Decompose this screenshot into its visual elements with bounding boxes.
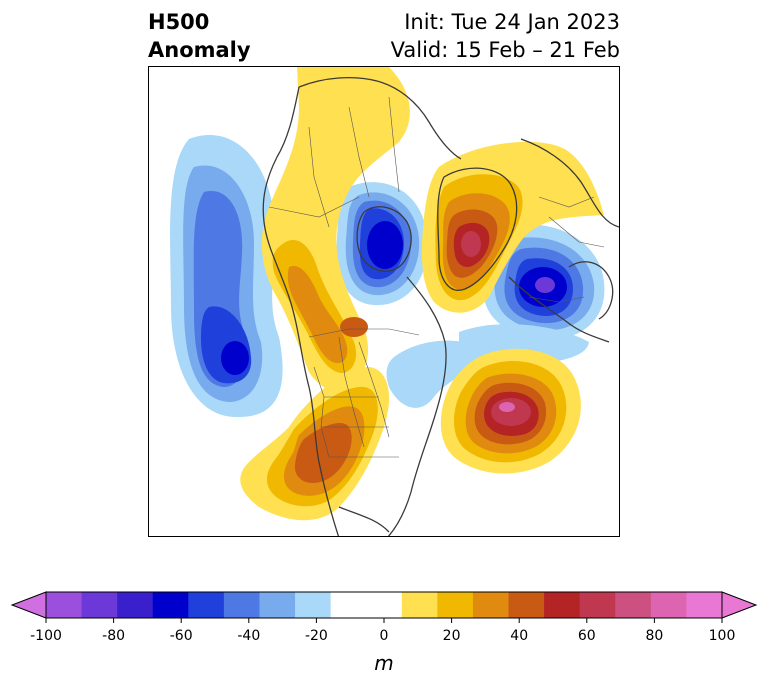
colorbar-tick-label: 60	[578, 628, 596, 644]
colorbar-swatch	[81, 592, 118, 618]
colorbar-swatch	[401, 592, 438, 618]
colorbar-swatch	[295, 592, 332, 618]
colorbar-swatch	[650, 592, 687, 618]
init-time: Init: Tue 24 Jan 2023	[404, 10, 620, 34]
colorbar-unit-label: m	[374, 651, 393, 675]
colorbar-swatch	[188, 592, 225, 618]
anomaly-map	[148, 66, 620, 537]
colorbar: -100 -80 -60 -40 -20 0 20 40 60 80 100 m	[0, 580, 768, 680]
positive-anomalies	[240, 67, 604, 521]
negative-anomalies	[170, 135, 605, 418]
field-title: Anomaly	[148, 38, 251, 62]
colorbar-tick-label: -60	[170, 628, 193, 644]
colorbar-tick-label: 80	[645, 628, 663, 644]
colorbar-swatch	[615, 592, 652, 618]
colorbar-swatch	[544, 592, 581, 618]
map-svg	[170, 67, 619, 536]
colorbar-swatch	[579, 592, 616, 618]
variable-title: H500	[148, 10, 210, 34]
colorbar-swatch	[117, 592, 154, 618]
title-left: H500 Anomaly	[148, 8, 251, 64]
colorbar-swatch	[223, 592, 260, 618]
colorbar-tick-label: -20	[305, 628, 328, 644]
colorbar-swatch	[259, 592, 296, 618]
colorbar-swatch	[472, 592, 510, 618]
colorbar-tick-label: -40	[237, 628, 260, 644]
colorbar-over-extension	[721, 591, 758, 619]
coastlines	[262, 77, 619, 536]
colorbar-under-extension	[10, 591, 47, 619]
colorbar-tick-label: 40	[510, 628, 528, 644]
colorbar-svg: -100 -80 -60 -40 -20 0 20 40 60 80 100 m	[10, 591, 758, 675]
colorbar-tick-label: -100	[30, 628, 62, 644]
colorbar-swatch	[46, 592, 83, 618]
colorbar-swatch	[152, 592, 189, 618]
valid-period: Valid: 15 Feb – 21 Feb	[390, 38, 620, 62]
colorbar-swatch	[366, 592, 403, 618]
colorbar-swatch	[330, 592, 367, 618]
colorbar-tick-label: 0	[380, 628, 389, 644]
colorbar-swatch	[437, 592, 474, 618]
colorbar-tick-label: 100	[709, 628, 736, 644]
political-borders	[268, 96, 605, 458]
colorbar-swatch	[508, 592, 545, 618]
colorbar-tick-label: -80	[102, 628, 125, 644]
title-right: Init: Tue 24 Jan 2023 Valid: 15 Feb – 21…	[391, 8, 620, 64]
colorbar-swatch	[686, 592, 723, 618]
colorbar-tick-label: 20	[443, 628, 461, 644]
